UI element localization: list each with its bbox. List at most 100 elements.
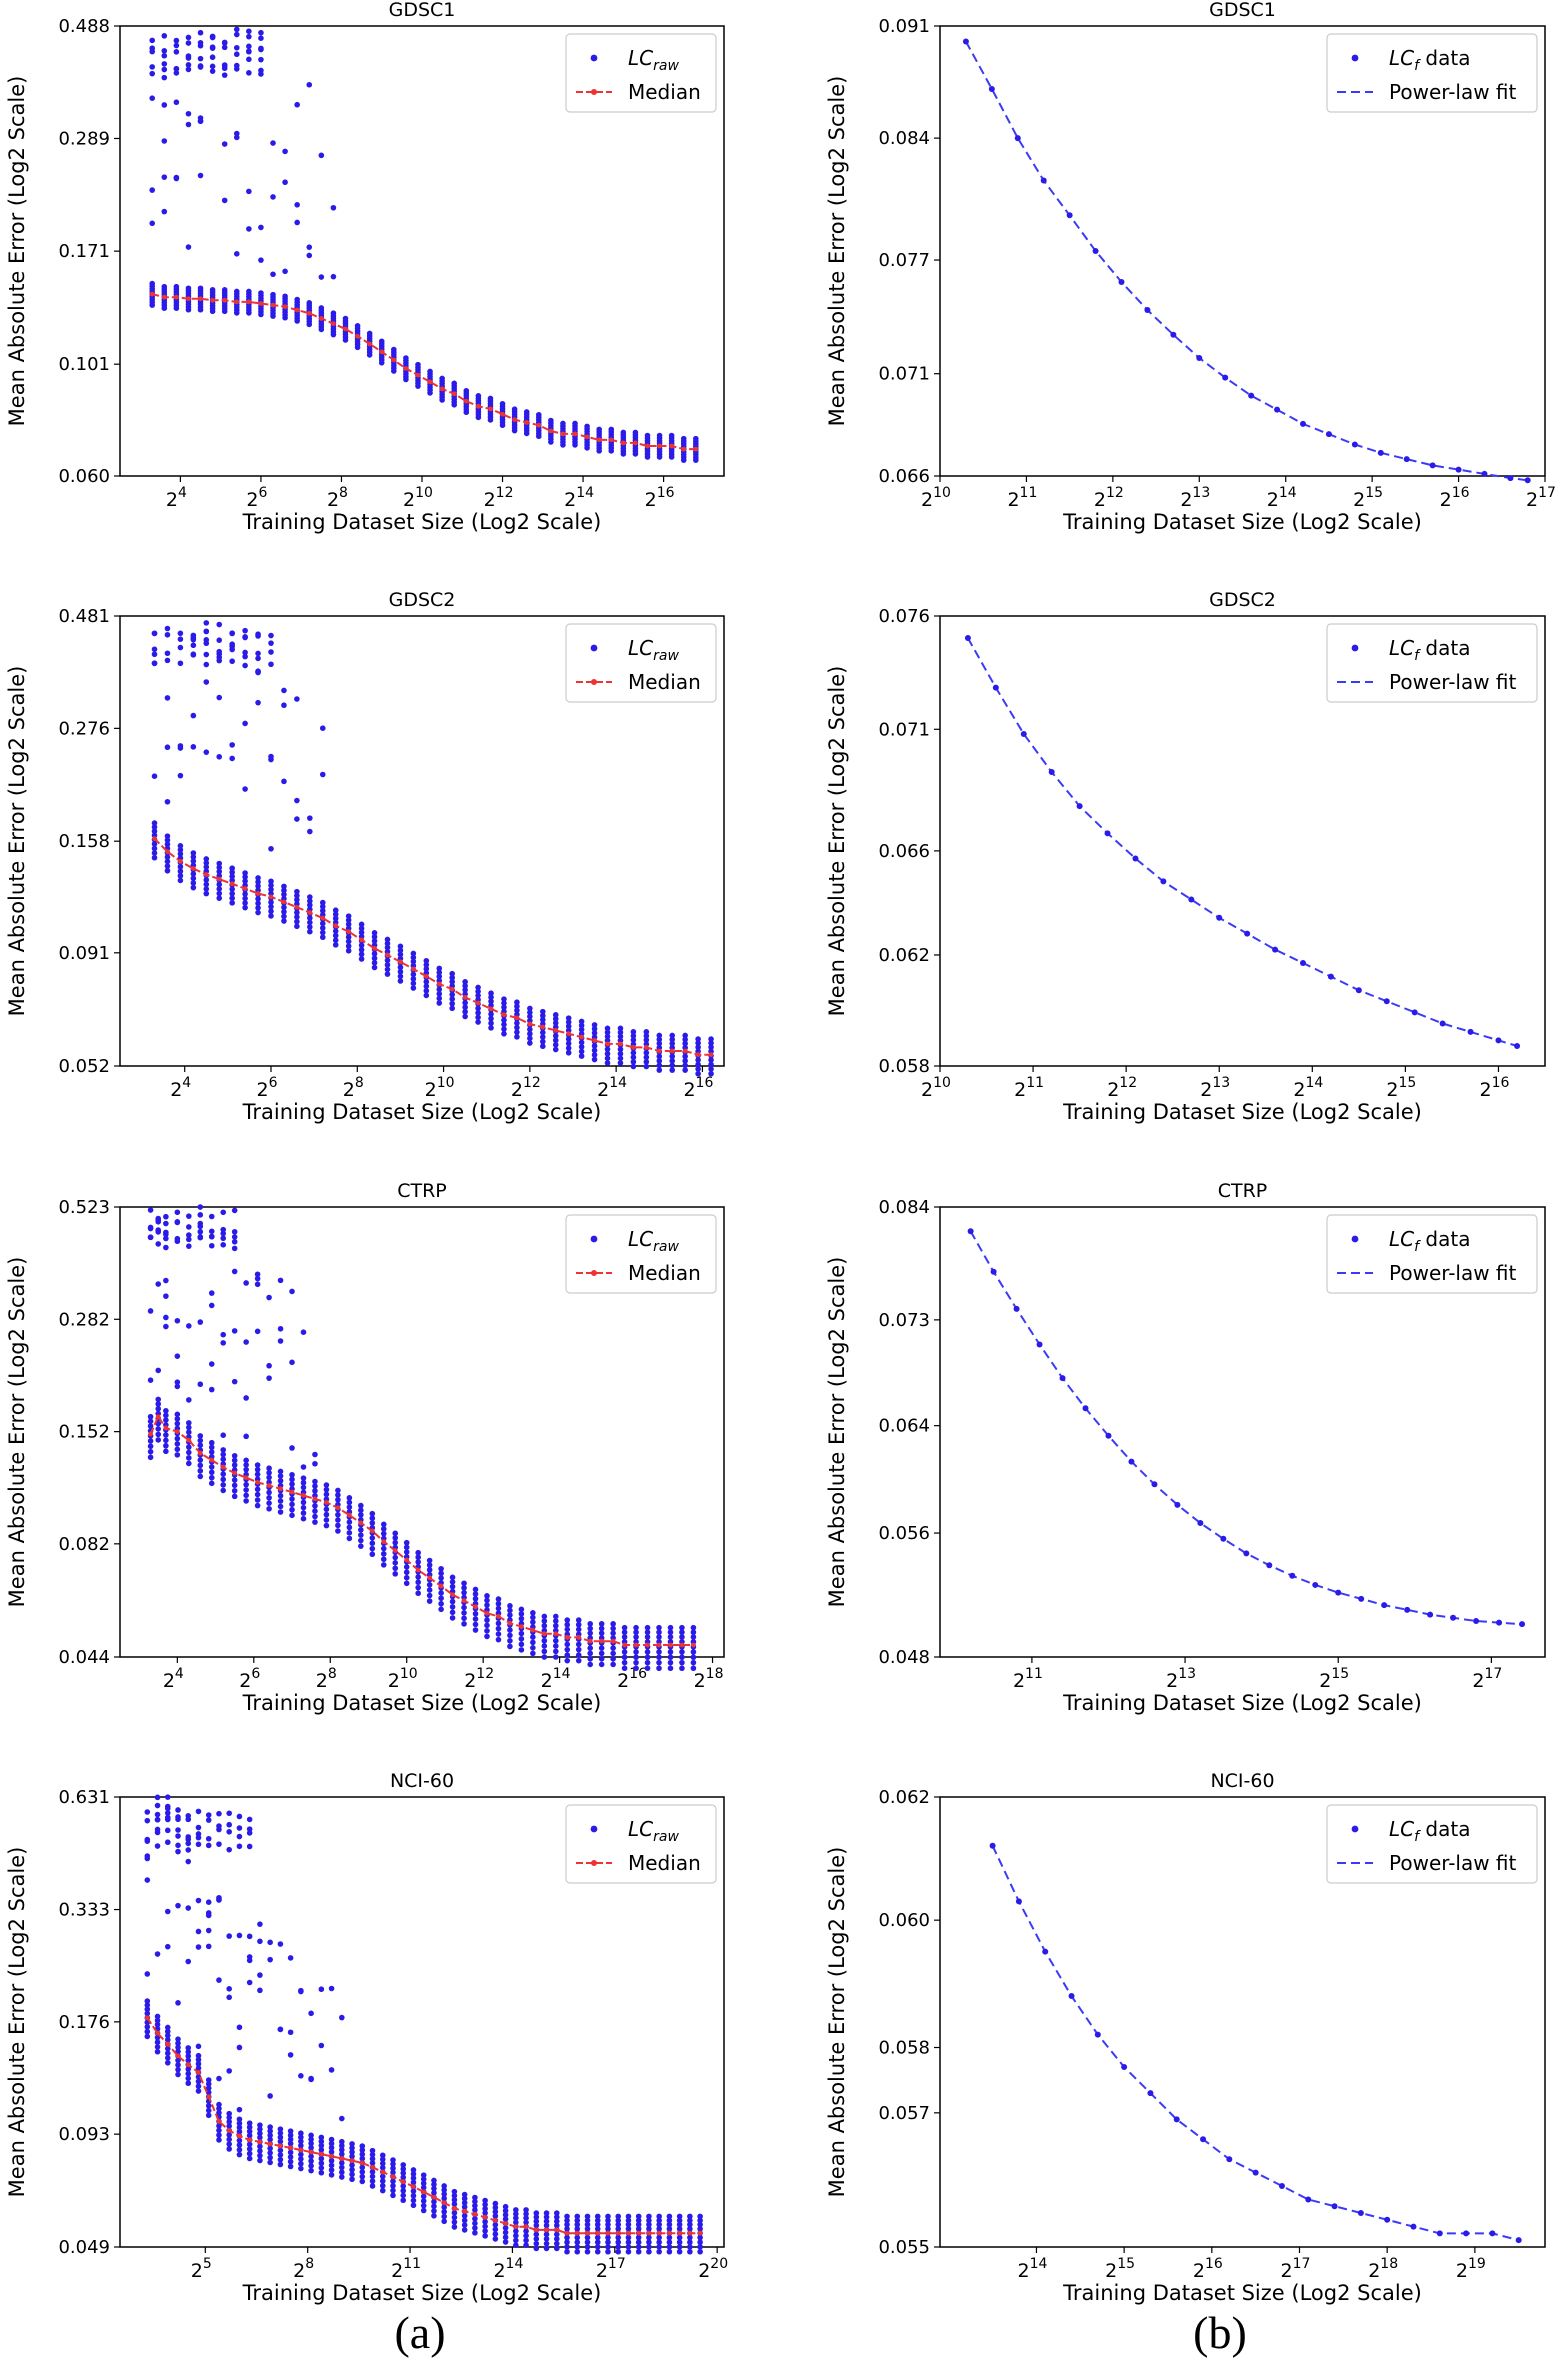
chart-title: NCI-60 — [390, 1770, 454, 1792]
data-point — [1094, 2031, 1101, 2038]
raw-point — [268, 640, 274, 646]
raw-point — [154, 2013, 161, 2020]
raw-point — [540, 1012, 546, 1019]
raw-point — [319, 907, 326, 914]
raw-point — [380, 1556, 387, 1563]
raw-point — [307, 815, 313, 821]
raw-point — [575, 1652, 582, 1658]
x-tick-label: 217 — [596, 2256, 626, 2282]
raw-point — [621, 1624, 628, 1631]
raw-point — [461, 2204, 468, 2210]
median-point — [572, 431, 578, 437]
raw-point — [625, 2234, 632, 2241]
raw-point — [369, 2173, 376, 2180]
raw-point — [164, 1827, 171, 1834]
x-tick-label: 210 — [921, 485, 951, 511]
raw-point — [155, 1281, 162, 1287]
median-point — [173, 294, 179, 300]
raw-point — [358, 956, 365, 962]
raw-point — [147, 1438, 154, 1444]
raw-point — [610, 1630, 616, 1636]
raw-point — [226, 1986, 232, 1992]
raw-point — [242, 720, 248, 727]
raw-point — [318, 2042, 325, 2049]
raw-point — [282, 148, 288, 155]
median-point — [178, 858, 183, 864]
data-point — [1244, 930, 1251, 937]
data-point — [1226, 2156, 1233, 2163]
raw-point — [246, 56, 252, 63]
raw-point — [226, 1933, 232, 1939]
raw-point — [669, 1040, 676, 1047]
raw-point — [499, 400, 506, 407]
raw-point — [380, 1521, 387, 1528]
y-tick-label: 0.333 — [58, 1900, 110, 1921]
x-axis-label: Training Dataset Size (Log2 Scale) — [1062, 1691, 1422, 1715]
raw-point — [488, 1025, 494, 1031]
raw-point — [174, 1446, 181, 1453]
raw-point — [379, 2178, 386, 2184]
raw-point — [397, 968, 404, 975]
raw-point — [646, 2213, 652, 2220]
raw-point — [502, 2229, 509, 2236]
raw-point — [514, 1020, 520, 1026]
raw-point — [461, 1585, 467, 1591]
raw-point — [185, 62, 192, 68]
raw-point — [687, 2221, 693, 2228]
median-point — [165, 2041, 171, 2047]
raw-point — [208, 1213, 215, 1220]
median-point — [229, 881, 235, 887]
raw-point — [270, 291, 276, 298]
raw-point — [281, 887, 287, 894]
raw-point — [257, 2130, 263, 2137]
raw-point — [501, 1017, 507, 1023]
median-point — [441, 2200, 447, 2206]
raw-point — [507, 1607, 513, 1614]
median-point — [533, 2227, 539, 2233]
raw-point — [410, 971, 417, 978]
median-point — [165, 849, 170, 855]
raw-point — [163, 1448, 169, 1455]
raw-point — [472, 2194, 478, 2201]
y-tick-label: 0.057 — [878, 2103, 930, 2124]
raw-point — [185, 1858, 192, 1865]
raw-point — [203, 628, 210, 635]
raw-point — [667, 1624, 674, 1631]
median-point — [312, 1496, 318, 1502]
median-point — [257, 2139, 263, 2145]
median-point — [439, 386, 445, 392]
raw-point — [229, 658, 235, 665]
raw-point — [312, 1460, 318, 1467]
raw-point — [507, 1638, 513, 1644]
raw-point — [231, 1462, 238, 1468]
raw-point — [155, 1241, 162, 1247]
raw-point — [410, 950, 417, 957]
raw-point — [242, 904, 248, 911]
y-tick-label: 0.071 — [878, 364, 930, 385]
median-point — [206, 2094, 212, 2100]
raw-point — [233, 62, 240, 69]
raw-point — [164, 1839, 171, 1846]
raw-point — [154, 2048, 161, 2055]
y-tick-label: 0.101 — [58, 354, 110, 375]
raw-point — [233, 130, 240, 137]
raw-point — [502, 2203, 509, 2210]
raw-point — [257, 1921, 263, 1927]
raw-point — [400, 2170, 407, 2176]
y-tick-label: 0.052 — [58, 1056, 110, 1077]
raw-point — [426, 1582, 433, 1588]
raw-point — [255, 669, 261, 675]
raw-point — [281, 778, 287, 785]
data-point — [1092, 247, 1099, 254]
raw-point — [318, 2142, 325, 2149]
raw-point — [438, 1565, 444, 1572]
median-point — [472, 2211, 478, 2217]
raw-point — [564, 1621, 571, 1628]
median-point — [608, 437, 614, 443]
raw-point — [220, 1476, 227, 1483]
raw-point — [533, 2245, 540, 2252]
raw-point — [617, 1029, 624, 1036]
raw-point — [604, 1033, 611, 1040]
raw-point — [621, 1654, 628, 1661]
median-point — [475, 1000, 481, 1006]
